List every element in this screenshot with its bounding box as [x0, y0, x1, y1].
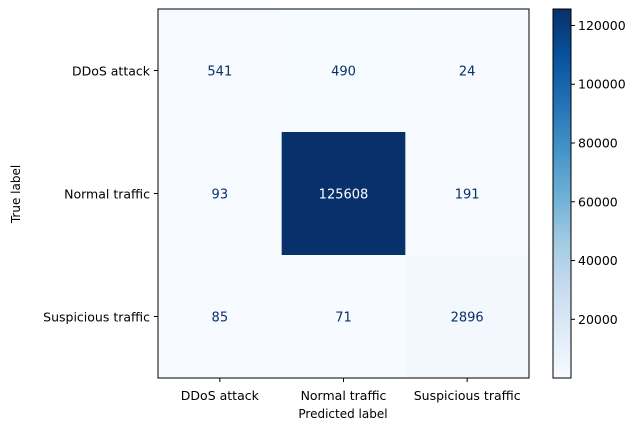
colorbar-tick-label: 120000	[578, 18, 626, 33]
y-tick-label: Normal traffic	[64, 187, 150, 202]
colorbar-tick-label: 100000	[578, 77, 626, 92]
colorbar-tick-label: 20000	[578, 312, 618, 327]
heatmap-cell	[158, 9, 283, 133]
heatmap-cell	[281, 9, 406, 133]
heatmap-cell	[405, 132, 530, 256]
cell-value-label: 24	[459, 65, 476, 80]
colorbar-tick-label: 80000	[578, 136, 618, 151]
x-tick-label: DDoS attack	[181, 388, 260, 403]
y-axis-ticks: DDoS attack Normal traffic Suspicious traf…	[43, 64, 158, 325]
x-tick-label: Normal traffic	[301, 388, 387, 403]
heatmap-cell	[281, 255, 406, 379]
cell-value-label: 541	[207, 65, 232, 80]
heatmap-cells: 541 490 24 93 125608 191 85 71 2896	[158, 9, 530, 379]
x-tick-label: Suspicious traffic	[414, 388, 521, 403]
heatmap-cell	[405, 9, 530, 133]
y-tick-label: DDoS attack	[72, 64, 151, 79]
cell-value-label: 93	[212, 188, 229, 203]
colorbar-tick-label: 40000	[578, 253, 618, 268]
y-tick-label: Suspicious traffic	[43, 310, 150, 325]
heatmap-cell	[281, 132, 406, 256]
heatmap-cell	[158, 255, 283, 379]
cell-value-label: 125608	[319, 188, 369, 203]
colorbar-ticks: 20000 40000 60000 80000 100000 120000	[571, 18, 626, 327]
heatmap-cell	[405, 255, 530, 379]
cell-value-label: 2896	[451, 311, 484, 326]
colorbar	[552, 8, 572, 379]
x-axis-label: Predicted label	[298, 407, 387, 421]
colorbar-tick-label: 60000	[578, 194, 618, 209]
cell-value-label: 490	[331, 65, 356, 80]
cell-value-label: 85	[212, 311, 229, 326]
y-axis-label: True label	[9, 165, 23, 224]
x-axis-ticks: DDoS attack Normal traffic Suspicious traf…	[181, 378, 521, 403]
cell-value-label: 71	[335, 311, 352, 326]
cell-value-label: 191	[455, 188, 480, 203]
heatmap-cell	[158, 132, 283, 256]
